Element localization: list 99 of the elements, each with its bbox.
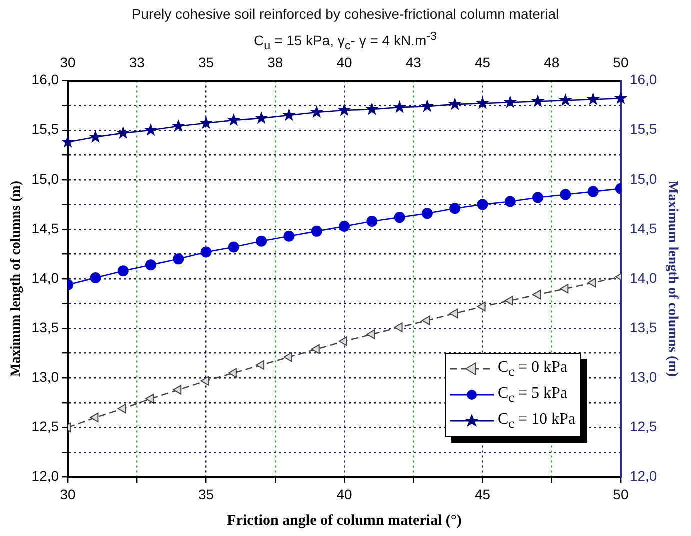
y-tick-label: 13,0 <box>32 368 60 385</box>
y-tick-label: 12,0 <box>32 468 60 484</box>
point <box>420 100 434 112</box>
point <box>588 278 596 288</box>
point <box>144 123 158 136</box>
y2-tick-label: 13,0 <box>630 368 658 385</box>
x-tick-label: 35 <box>198 486 214 502</box>
point <box>394 322 403 332</box>
point <box>311 226 322 237</box>
y2-axis-title: Maximum length of columns (m) <box>664 181 680 378</box>
point <box>504 96 518 108</box>
point <box>614 92 628 104</box>
point <box>394 212 406 224</box>
point <box>228 242 240 253</box>
point <box>254 111 268 124</box>
point <box>118 404 126 414</box>
legend-label: C$_{c}$ = 0 kPa <box>498 358 568 380</box>
point <box>450 308 458 319</box>
point <box>366 216 378 228</box>
y-tick-label: 13,5 <box>32 319 60 336</box>
point <box>311 344 320 354</box>
point <box>145 394 154 404</box>
point <box>393 100 406 114</box>
y-tick-label: 16,0 <box>32 72 60 88</box>
x2-tick-label: 43 <box>406 54 422 70</box>
point <box>172 119 186 132</box>
point <box>504 196 516 208</box>
point <box>284 230 295 242</box>
y2-tick-label: 14,5 <box>630 220 658 236</box>
point <box>310 106 324 118</box>
point <box>422 316 430 326</box>
point <box>338 104 352 116</box>
point <box>118 266 129 277</box>
point <box>173 254 184 265</box>
point <box>339 220 350 232</box>
point <box>256 360 265 370</box>
y2-tick-label: 14,0 <box>630 270 658 286</box>
point <box>200 246 212 258</box>
point <box>477 302 486 312</box>
x2-tick-label: 50 <box>613 54 629 70</box>
point <box>365 102 379 116</box>
point <box>200 376 210 386</box>
y-tick-label: 12,5 <box>32 418 60 435</box>
x2-tick-label: 38 <box>268 54 284 70</box>
point <box>586 92 600 106</box>
y2-tick-label: 12,0 <box>630 468 658 484</box>
x2-tick-label: 40 <box>336 54 352 70</box>
x2-tick-label: 33 <box>129 54 146 70</box>
x-tick-label: 40 <box>336 486 352 502</box>
y2-tick-label: 12,5 <box>630 418 658 435</box>
point <box>116 126 130 139</box>
point <box>560 284 569 294</box>
point <box>173 385 182 395</box>
point <box>228 368 237 378</box>
point <box>476 96 490 110</box>
point <box>531 94 545 108</box>
x-tick-label: 30 <box>60 486 76 502</box>
y2-tick-label: 15,5 <box>630 121 658 138</box>
point <box>89 130 102 143</box>
y-axis-title: Maximum length of columns (m) <box>9 180 24 377</box>
point <box>339 336 348 346</box>
point <box>284 352 292 362</box>
legend-label: C$_{c}$ = 10 kPa <box>498 410 576 432</box>
x-axis-title: Friction angle of column material (°) <box>227 512 462 529</box>
y2-tick-label: 16,0 <box>630 72 658 88</box>
chart-subtitle: C$_{u}$ = 15 kPa, γ$_{c}$- γ = 4 kN.m$^{-3}$ <box>253 30 438 52</box>
point <box>532 290 542 300</box>
x2-tick-label: 48 <box>544 54 560 70</box>
point <box>282 108 296 122</box>
point <box>227 113 241 126</box>
y-tick-label: 14,5 <box>32 220 60 236</box>
point <box>560 189 572 200</box>
x2-tick-label: 30 <box>60 54 76 70</box>
point <box>145 260 156 271</box>
point <box>61 135 75 148</box>
point <box>366 330 376 340</box>
point <box>450 203 461 214</box>
point <box>422 208 433 220</box>
y-tick-label: 15,5 <box>32 121 60 138</box>
point <box>256 236 268 247</box>
point <box>90 412 99 423</box>
point <box>559 94 572 106</box>
x-tick-label: 50 <box>613 486 629 502</box>
x2-tick-label: 35 <box>198 54 214 70</box>
point <box>200 116 213 130</box>
y-tick-label: 15,0 <box>32 170 60 187</box>
legend-label: C$_{c}$ = 5 kPa <box>498 384 568 406</box>
y2-tick-label: 13,5 <box>630 319 658 336</box>
y2-tick-label: 15,0 <box>630 170 658 187</box>
x2-tick-label: 45 <box>474 54 491 70</box>
point <box>532 192 544 204</box>
y-tick-label: 14,0 <box>32 270 60 286</box>
x-tick-label: 45 <box>474 486 491 502</box>
point <box>90 272 102 284</box>
point <box>477 199 488 210</box>
point <box>588 186 599 198</box>
chart-title: Purely cohesive soil reinforced by cohesive-frictional column material <box>130 6 560 22</box>
point <box>504 296 514 306</box>
point <box>448 98 462 110</box>
